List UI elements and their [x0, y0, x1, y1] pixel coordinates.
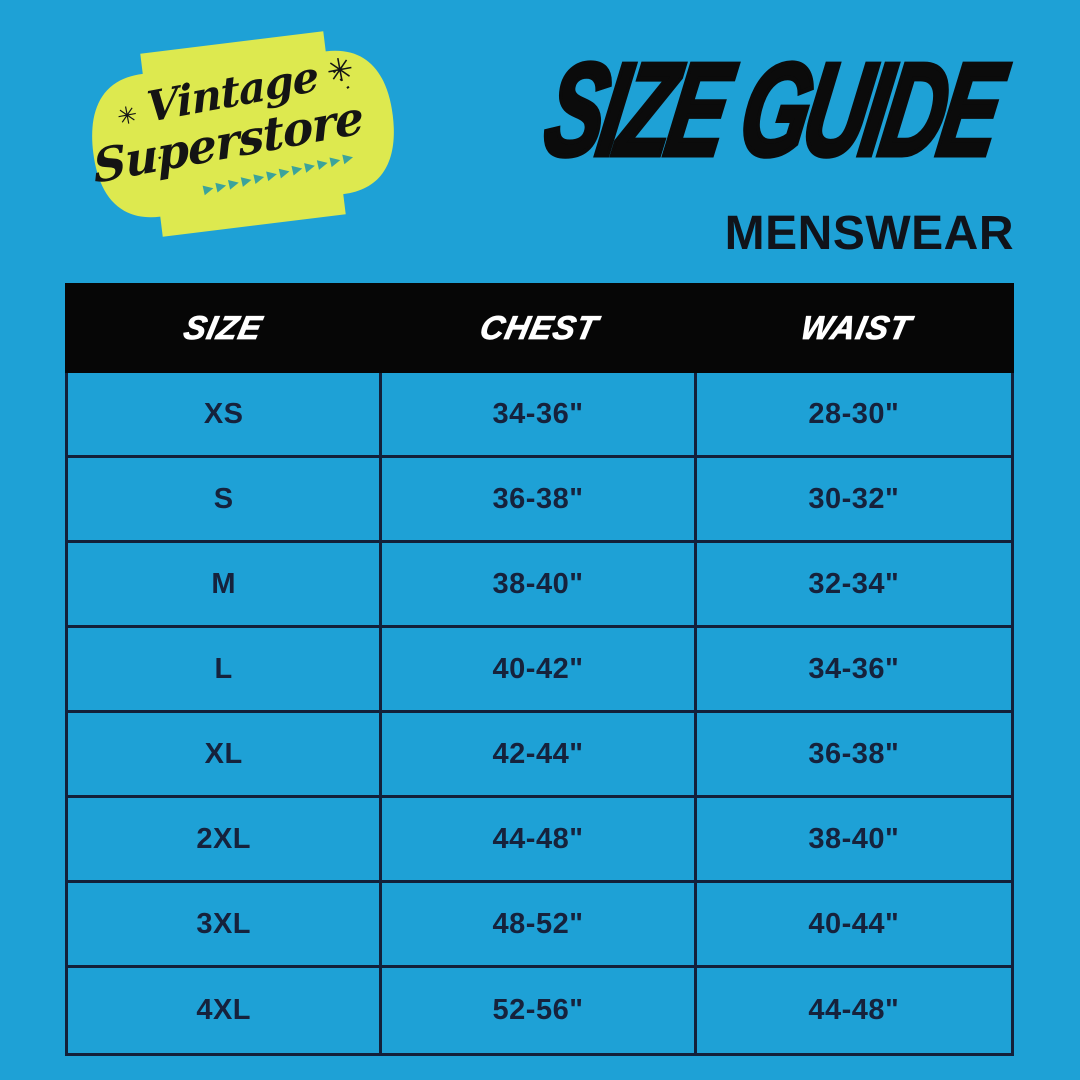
table-cell-waist: 36-38" [696, 713, 1011, 798]
table-cell-size: 4XL [68, 968, 383, 1053]
table-cell-waist: 32-34" [696, 543, 1011, 628]
table-cell-size: L [68, 628, 383, 713]
logo-lockup: ✳ Vintage ✳ Superstore ··· ··· ▶▶▶▶▶▶▶▶▶… [71, 9, 415, 259]
table-cell-waist: 40-44" [696, 883, 1011, 968]
table-cell-chest: 42-44" [382, 713, 697, 798]
table-cell-waist: 34-36" [696, 628, 1011, 713]
brand-logo-badge: ✳ Vintage ✳ Superstore ··· ··· ▶▶▶▶▶▶▶▶▶… [75, 18, 411, 251]
table-body: XS 34-36" 28-30" S 36-38" 30-32" M 38-40… [65, 373, 1014, 1056]
table-cell-size: 3XL [68, 883, 383, 968]
table-cell-size: XL [68, 713, 383, 798]
table-cell-size: 2XL [68, 798, 383, 883]
page-title: SIZE GUIDE [534, 34, 1012, 185]
badge-ticket-shape [92, 31, 394, 237]
column-header-waist: WAIST [797, 309, 915, 347]
column-header-chest: CHEST [477, 309, 603, 347]
table-cell-size: XS [68, 373, 383, 458]
table-cell-chest: 34-36" [382, 373, 697, 458]
table-cell-chest: 38-40" [382, 543, 697, 628]
table-cell-waist: 28-30" [696, 373, 1011, 458]
table-cell-size: M [68, 543, 383, 628]
table-cell-size: S [68, 458, 383, 543]
table-cell-chest: 40-42" [382, 628, 697, 713]
table-cell-chest: 44-48" [382, 798, 697, 883]
table-cell-waist: 44-48" [808, 994, 900, 1026]
table-cell-chest: 48-52" [382, 883, 697, 968]
table-cell-waist: 38-40" [696, 798, 1011, 883]
sparkle-icon: ✳ [114, 100, 140, 132]
column-header-size: SIZE [180, 309, 266, 347]
table-cell-waist: 30-32" [696, 458, 1011, 543]
table-cell-chest: 36-38" [382, 458, 697, 543]
table-cell-chest: 52-56" [382, 968, 697, 1053]
page-subtitle: MENSWEAR [724, 207, 1014, 260]
size-table: SIZE CHEST WAIST XS 34-36" 28-30" S 36-3… [65, 283, 1014, 1056]
table-header-row: SIZE CHEST WAIST [65, 283, 1014, 373]
